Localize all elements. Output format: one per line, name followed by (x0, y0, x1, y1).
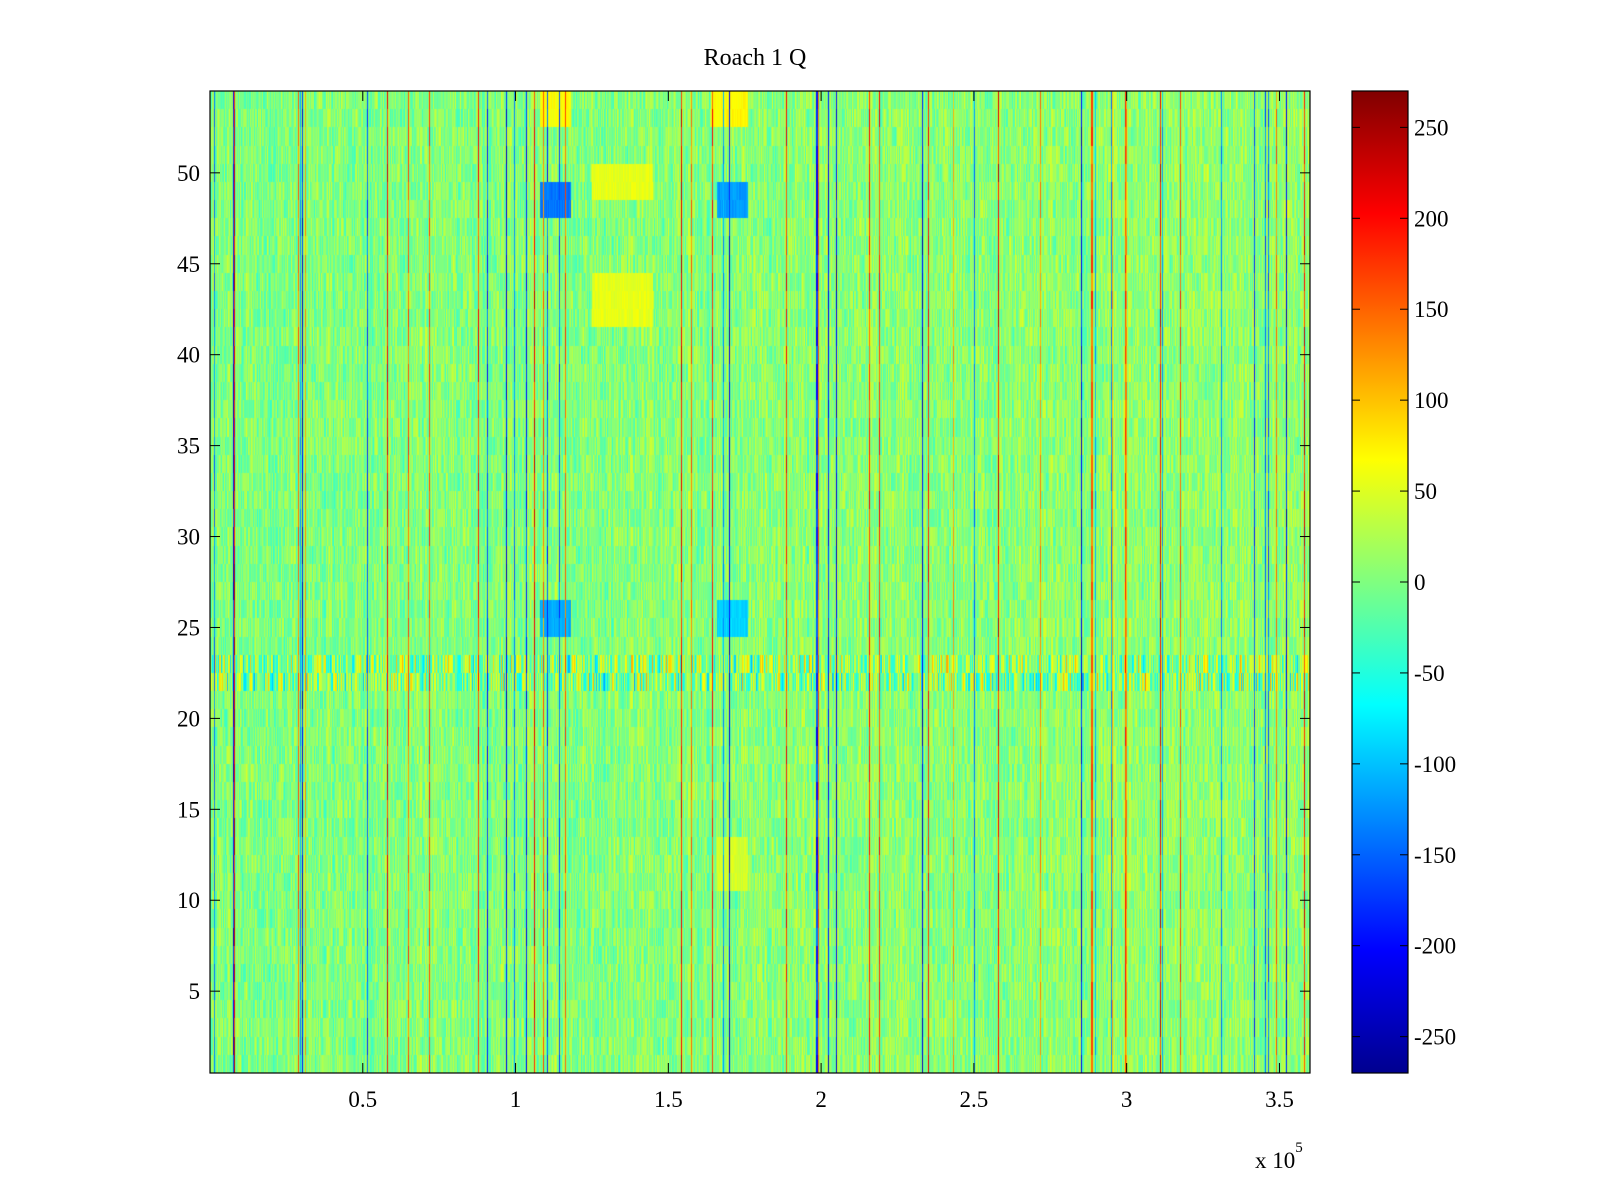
y-tick-label: 25 (177, 615, 200, 640)
colorbar-axis: 250 200 150 100 50 0 -50 -100 -150 -200 -250 (1352, 115, 1456, 1050)
x-tick-label: 0.5 (348, 1087, 377, 1112)
colorbar-tick-label: -150 (1414, 843, 1456, 868)
plot-frame (209, 90, 1311, 1074)
colorbar-tick-label: 150 (1414, 297, 1449, 322)
colorbar-tick-label: 0 (1414, 570, 1426, 595)
y-tick-label: 50 (177, 161, 200, 186)
colorbar (1351, 90, 1409, 1074)
y-tick-label: 30 (177, 525, 200, 550)
x-tick-label: 1.5 (654, 1087, 683, 1112)
y-tick-label: 10 (177, 888, 200, 913)
x-tick-label: 3.5 (1265, 1087, 1294, 1112)
x-exponent-power: 5 (1295, 1140, 1303, 1156)
x-tick-label: 2 (815, 1087, 827, 1112)
colorbar-tick-label: 200 (1414, 206, 1449, 231)
colorbar-tick-label: -100 (1414, 752, 1456, 777)
y-tick-label: 20 (177, 706, 200, 731)
x-axis: 0.5 1 1.5 2 2.5 3 3.5 (348, 91, 1294, 1112)
colorbar-tick-label: -250 (1414, 1025, 1456, 1050)
x-tick-label: 2.5 (960, 1087, 989, 1112)
y-tick-label: 35 (177, 434, 200, 459)
colorbar-tick-label: -200 (1414, 934, 1456, 959)
heatmap-image (210, 91, 1310, 1073)
x-tick-label: 3 (1121, 1087, 1133, 1112)
x-tick-label: 1 (510, 1087, 522, 1112)
y-tick-label: 40 (177, 343, 200, 368)
y-axis: 5 10 15 20 25 30 35 40 45 50 (177, 161, 1310, 1004)
y-tick-label: 15 (177, 797, 200, 822)
x-exponent-base: x 10 (1255, 1148, 1295, 1173)
chart-title: Roach 1 Q (704, 45, 807, 71)
colorbar-tick-label: 50 (1414, 479, 1437, 504)
colorbar-tick-label: 100 (1414, 388, 1449, 413)
colorbar-tick-label: 250 (1414, 115, 1449, 140)
colorbar-tick-label: -50 (1414, 661, 1445, 686)
y-tick-label: 45 (177, 252, 200, 277)
x-exponent-label: x 105 (1255, 1140, 1303, 1173)
y-tick-label: 5 (189, 979, 201, 1004)
